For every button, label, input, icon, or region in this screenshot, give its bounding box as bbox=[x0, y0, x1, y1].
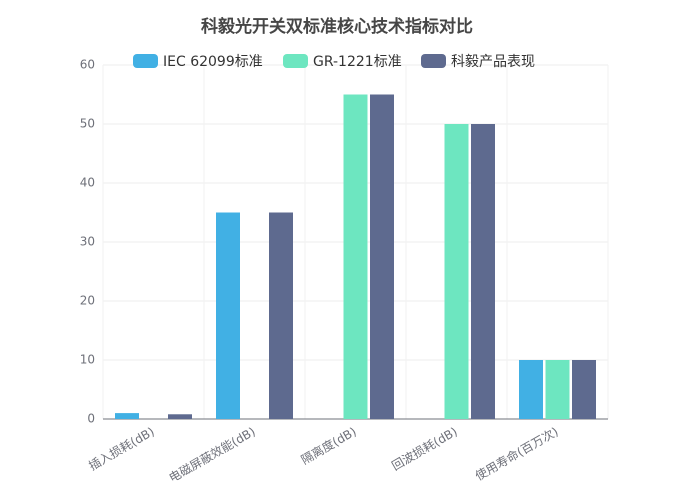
bar bbox=[545, 360, 570, 419]
bar bbox=[370, 94, 394, 419]
bar bbox=[269, 212, 293, 419]
y-tick-label: 20 bbox=[80, 294, 95, 308]
legend-swatch bbox=[283, 54, 308, 68]
legend-swatch bbox=[133, 54, 158, 68]
bar bbox=[519, 360, 543, 419]
legend-label: GR-1221标准 bbox=[313, 54, 402, 70]
chart-title: 科毅光开关双标准核心技术指标对比 bbox=[201, 16, 473, 37]
legend-label: 科毅产品表现 bbox=[451, 53, 535, 70]
bar bbox=[471, 124, 495, 419]
x-tick-label: 回波损耗(dB) bbox=[389, 425, 459, 474]
bar bbox=[343, 94, 368, 419]
bar bbox=[216, 212, 240, 419]
bar bbox=[115, 413, 139, 419]
x-tick-label: 电磁屏蔽效能(dB) bbox=[166, 424, 258, 486]
x-tick-label: 隔离度(dB) bbox=[298, 424, 359, 468]
bar bbox=[572, 360, 596, 419]
y-tick-label: 0 bbox=[87, 412, 95, 426]
bar bbox=[444, 124, 469, 419]
legend-swatch bbox=[421, 54, 446, 68]
legend-label: IEC 62099标准 bbox=[163, 54, 263, 70]
y-tick-label: 10 bbox=[80, 353, 95, 367]
x-tick-label: 插入损耗(dB) bbox=[86, 425, 156, 474]
bar bbox=[168, 414, 192, 419]
y-tick-label: 40 bbox=[80, 176, 95, 190]
x-tick-label: 使用寿命(百万次) bbox=[472, 424, 560, 484]
y-tick-label: 60 bbox=[80, 58, 95, 72]
y-tick-label: 30 bbox=[80, 235, 95, 249]
y-tick-label: 50 bbox=[80, 117, 95, 131]
